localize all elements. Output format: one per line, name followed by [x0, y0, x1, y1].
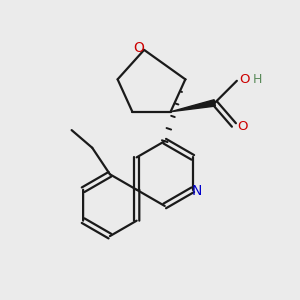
Text: O: O — [134, 40, 144, 55]
Text: O: O — [237, 120, 247, 133]
Text: H: H — [253, 73, 262, 86]
Text: N: N — [192, 184, 202, 198]
Polygon shape — [171, 100, 215, 112]
Text: O: O — [239, 73, 250, 86]
